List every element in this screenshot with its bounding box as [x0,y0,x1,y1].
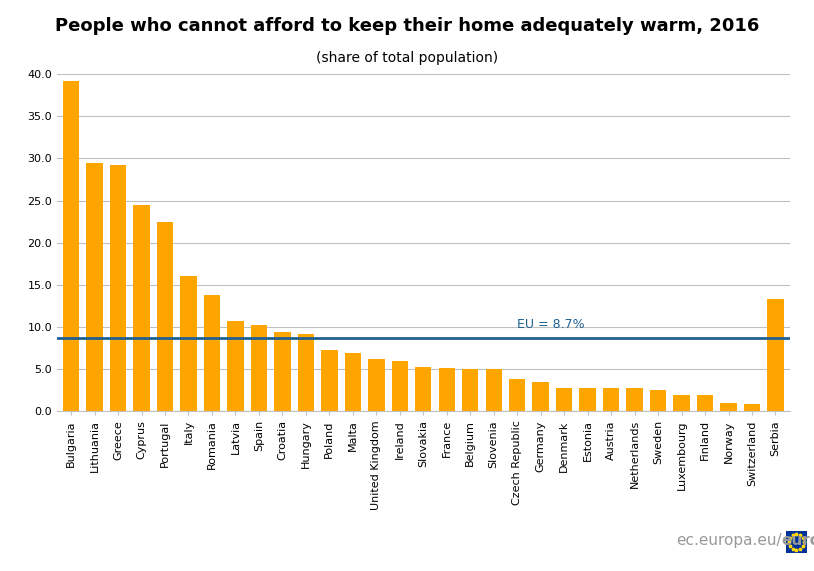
Bar [133,205,150,411]
Bar [322,349,338,411]
Bar [274,332,291,411]
Bar [697,395,713,411]
Bar [532,381,549,411]
Bar [556,388,572,411]
Bar [720,403,737,411]
Bar [462,369,479,411]
Bar [627,388,643,411]
Bar [227,321,243,411]
Bar [580,388,596,411]
Bar [744,404,760,411]
Bar [344,353,361,411]
Text: EU = 8.7%: EU = 8.7% [517,318,584,331]
Bar [439,368,455,411]
Text: eurostat: eurostat [781,533,814,548]
Bar [392,361,408,411]
Bar [110,165,126,411]
Bar [368,359,384,411]
Bar [485,369,502,411]
Bar [298,333,314,411]
Bar [86,163,103,411]
Bar [204,295,220,411]
Bar [509,379,525,411]
Bar [768,299,784,411]
Bar [415,367,431,411]
Bar [180,276,197,411]
Bar [603,388,619,411]
Text: (share of total population): (share of total population) [316,51,498,66]
Bar [650,390,667,411]
Bar [157,222,173,411]
Text: ec.europa.eu/: ec.europa.eu/ [676,533,781,548]
Bar [673,395,689,411]
Bar [251,325,267,411]
Bar [63,81,79,411]
Text: People who cannot afford to keep their home adequately warm, 2016: People who cannot afford to keep their h… [55,17,759,35]
